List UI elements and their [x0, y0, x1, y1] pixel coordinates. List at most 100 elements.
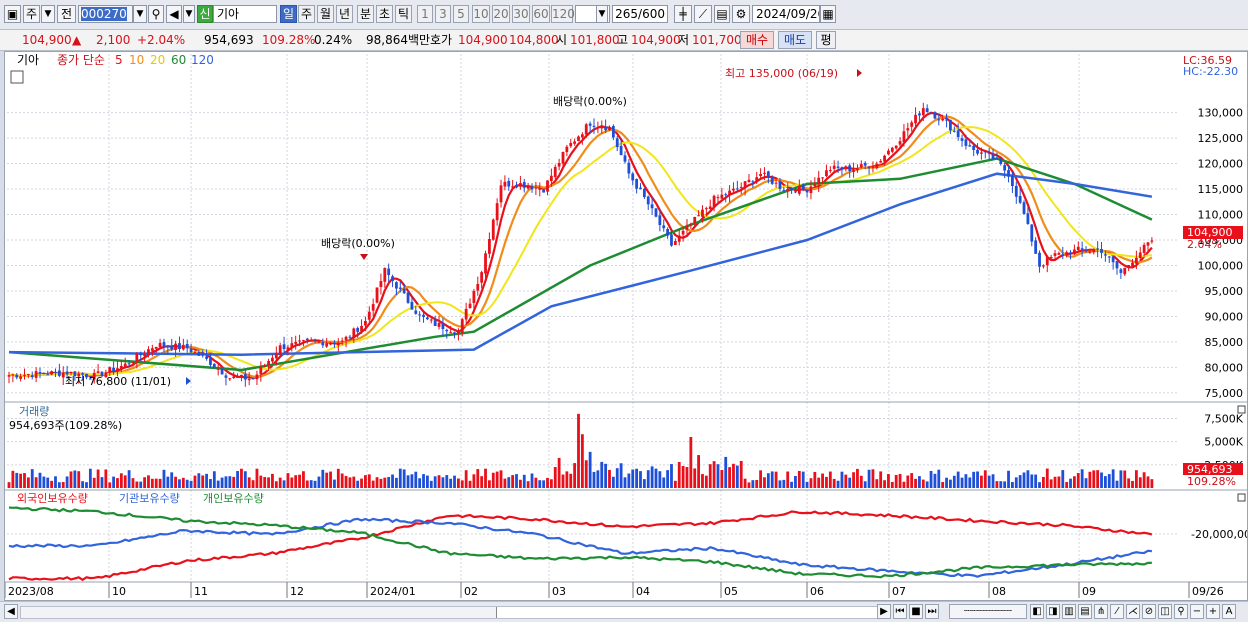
calendar-icon[interactable]: ▦ — [820, 5, 836, 23]
minute-30-button[interactable]: 30 — [512, 5, 530, 23]
tab-year[interactable]: 년 — [336, 5, 353, 23]
speaker-icon[interactable]: ◀ — [166, 5, 182, 23]
code-dropdown-icon[interactable]: ▼ — [133, 5, 147, 23]
window-menu-icon[interactable]: ▣ — [4, 5, 21, 23]
save-icon[interactable]: ▤ — [714, 5, 730, 23]
layout-icon-3[interactable]: ▥ — [1062, 604, 1076, 619]
volume-bar — [1150, 479, 1154, 488]
chevron-down-icon[interactable]: ▼ — [41, 5, 55, 23]
layout-icon-1[interactable]: ◧ — [1030, 604, 1044, 619]
eval-button[interactable]: 평 — [816, 31, 836, 49]
holdings-close-icon[interactable] — [1237, 493, 1246, 502]
speaker-dropdown-icon[interactable]: ▼ — [183, 5, 195, 23]
volume-bar — [999, 481, 1003, 488]
candle-body — [166, 345, 170, 347]
layout-icon-2[interactable]: ◨ — [1046, 604, 1060, 619]
candle-body — [189, 348, 193, 353]
layout-icon-4[interactable]: ▤ — [1078, 604, 1092, 619]
chart-icon-4[interactable]: ⊘ — [1142, 604, 1156, 619]
volume-bar — [763, 477, 766, 488]
volume-bar — [1127, 478, 1131, 488]
chart-icon-1[interactable]: ⋔ — [1094, 604, 1108, 619]
volume-bar — [499, 470, 503, 488]
volume-bar — [464, 470, 468, 488]
sell-button[interactable]: 매도 — [778, 31, 812, 49]
minute-20-button[interactable]: 20 — [492, 5, 510, 23]
gear-icon[interactable]: ⚙ — [732, 5, 750, 23]
candle-body — [1003, 165, 1007, 171]
candle-type-icon[interactable]: ╪ — [674, 5, 692, 23]
minute-120-button[interactable]: 120 — [551, 5, 575, 23]
candle-body — [294, 341, 298, 344]
chart-panel[interactable]: 기아 종가 단순 5 10 20 60 120 75,000 80,000 85,0… — [4, 51, 1248, 601]
rewind-icon[interactable]: ⏮ — [893, 604, 907, 619]
plus-icon[interactable]: + — [1206, 604, 1220, 619]
minute-5-button[interactable]: 5 — [453, 5, 469, 23]
volume-bar — [433, 476, 437, 488]
stock-name-field[interactable]: 기아 — [213, 5, 277, 23]
change-arrow-icon: ▲ — [72, 33, 82, 47]
candle-body — [1030, 224, 1034, 242]
buy-button[interactable]: 매수 — [740, 31, 774, 49]
volume-bar — [379, 478, 383, 488]
candle-body — [57, 370, 61, 376]
chart-icon-3[interactable]: ⋌ — [1126, 604, 1140, 619]
volume-bar — [1045, 468, 1049, 488]
minute-60-button[interactable]: 60 — [532, 5, 550, 23]
volume-bar — [271, 473, 274, 488]
volume-close-icon[interactable] — [1237, 405, 1246, 414]
count-field[interactable]: 265/600 — [612, 5, 668, 23]
tab-week[interactable]: 주 — [298, 5, 315, 23]
table-toggle-icon[interactable] — [10, 70, 24, 84]
change-percent: +2.04% — [137, 33, 186, 47]
scroll-right-icon[interactable]: ▶ — [877, 604, 891, 619]
minute-dropdown-icon[interactable]: ▼ — [596, 5, 608, 23]
candle-body — [162, 342, 166, 347]
tab-month[interactable]: 월 — [317, 5, 334, 23]
stock-chart[interactable]: 기아 종가 단순 5 10 20 60 120 75,000 80,000 85,0… — [4, 52, 1248, 600]
previous-label[interactable]: 전 — [57, 5, 76, 23]
volume-bar — [267, 477, 270, 488]
candle-body — [1084, 250, 1088, 252]
search-icon[interactable]: ⚲ — [148, 5, 164, 23]
tab-day[interactable]: 일 — [280, 5, 297, 23]
minus-icon[interactable]: − — [1190, 604, 1204, 619]
candle-body — [577, 136, 580, 142]
legend-ma-120: 120 — [191, 53, 214, 67]
draw-tool-icon[interactable]: ⟋ — [694, 5, 712, 23]
zoom-out-icon[interactable]: ⚲ — [1174, 604, 1188, 619]
forward-icon[interactable]: ⏭ — [925, 604, 939, 619]
tab-second[interactable]: 초 — [376, 5, 393, 23]
chart-icon-2[interactable]: ⁄ — [1110, 604, 1124, 619]
minute-10-button[interactable]: 10 — [472, 5, 490, 23]
chart-icon-5[interactable]: ◫ — [1158, 604, 1172, 619]
period-selector[interactable]: 주 — [23, 5, 40, 23]
volume-bar — [460, 480, 464, 488]
minute-3-button[interactable]: 3 — [435, 5, 451, 23]
current-price: 104,900 — [22, 33, 72, 47]
holdings-lines — [8, 506, 1153, 582]
volume-bar — [1022, 472, 1026, 488]
candle-body — [205, 356, 208, 359]
zoom-slider[interactable]: ┄┄┄┄┄┄┄┄ — [949, 604, 1027, 619]
volume-bar — [69, 471, 73, 488]
stop-icon[interactable]: ■ — [909, 604, 923, 619]
new-stock-badge: 신 — [197, 5, 213, 23]
volume-bar — [987, 475, 991, 488]
volume-bar — [778, 480, 782, 488]
tab-minute[interactable]: 분 — [357, 5, 374, 23]
volume-bar — [542, 480, 546, 488]
scroll-thumb[interactable] — [496, 607, 877, 618]
candle-body — [302, 340, 305, 342]
minute-1-button[interactable]: 1 — [417, 5, 433, 23]
volume-bar — [453, 475, 456, 488]
tab-tick[interactable]: 틱 — [395, 5, 412, 23]
scroll-left-icon[interactable]: ◀ — [4, 604, 18, 619]
font-size-icon[interactable]: A — [1222, 604, 1236, 619]
volume-bar — [759, 470, 762, 488]
code-input[interactable]: 000270 — [78, 5, 133, 23]
scroll-track[interactable] — [20, 606, 877, 619]
date-field[interactable]: 2024/09/26 — [752, 5, 820, 23]
volume-bar — [1146, 476, 1150, 488]
volume-bar — [890, 481, 894, 488]
